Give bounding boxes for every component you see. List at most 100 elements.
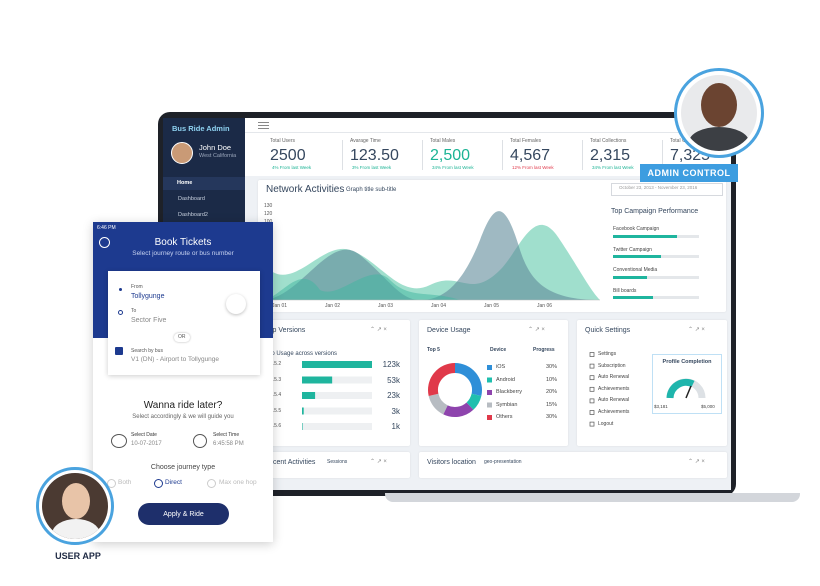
version: 1.5.3 [270,376,282,383]
device-name: Android [496,376,515,383]
user-name: John Doe [199,143,232,152]
x-label: Jan 05 [484,303,500,309]
device-name: iOS [496,364,506,370]
stat-change: 12% From last Week [512,165,554,170]
menu-active [163,177,245,190]
time-icon[interactable] [193,434,207,448]
apply-button[interactable] [138,503,229,525]
to-dot [118,310,123,315]
setting-item: Achievements [598,385,630,392]
stat-change: 3% From last Week [352,165,392,170]
setting-icon [589,421,595,427]
legend-swatch [487,415,492,420]
version-value: 53k [387,375,400,385]
stat-divider [582,140,583,170]
from-value: Tollygunge [131,293,165,300]
panel-controls[interactable]: ⌃ ↗ × [688,459,705,465]
panel-subtitle: geo-presentation [484,459,522,465]
radio-direct[interactable] [154,479,163,488]
donut-segment [428,393,448,415]
version-track [302,392,372,399]
version-value: 123k [382,360,400,369]
panel-controls[interactable]: ⌃ ↗ × [370,459,387,465]
stat-value: 2,500 [430,147,471,164]
panel-controls[interactable]: ⌃ ↗ × [370,327,387,333]
stat-change: 34% From last Week [592,165,634,170]
legend-swatch [487,365,492,370]
panel-controls[interactable]: ⌃ ↗ × [688,327,705,333]
date-range: October 23, 2013 - November 23, 2016 [619,185,698,190]
donut-segment [443,402,474,417]
x-label: Jan 02 [325,303,341,309]
version-bar [302,361,372,368]
device-name: Others [496,414,513,420]
legend-swatch [487,402,492,408]
version: 1.5.6 [270,423,282,429]
time-value: 6:45:58 PM [213,441,244,447]
donut-segment [428,363,456,397]
from-label: From [131,284,143,290]
later-subtitle: Select accordingly & we will guide you [132,414,234,420]
setting-icon [589,375,595,381]
stat-change: 4% From last Week [272,165,312,170]
apply-label: Apply & Ride [163,511,204,518]
stat-value: 2500 [270,147,306,164]
from-dot [119,288,122,291]
legend-swatch [487,377,492,383]
device-percent: 15% [546,401,558,408]
campaign-item: Conventional Media [613,267,658,273]
brand: Bus Ride Admin [172,124,230,133]
donut-segment [466,393,482,410]
profile-title: Profile Completion [662,359,712,365]
gauge [666,378,706,399]
stat-label: Avarage Time [350,138,381,144]
stat-divider [662,140,663,170]
setting-item: Achievements [598,409,630,415]
device-percent: 30% [546,364,558,370]
radio-both[interactable] [107,479,116,488]
stat-value: 123.50 [350,147,399,164]
swap-button[interactable] [226,294,246,314]
stat-divider [342,140,343,170]
radio-hop[interactable] [207,479,216,488]
profile-max: $5,000 [701,404,715,409]
menu-icon[interactable] [258,122,269,123]
setting-icon [589,398,595,404]
panel-title: App Versions [264,327,306,334]
setting-item: Logout [598,420,614,427]
version-track [302,423,372,430]
bus-value: V1 (DN) - Airport to Tollygunge [131,356,220,363]
sidebar-avatar [171,142,193,164]
panel-title: Visitors location [427,459,476,466]
date-icon[interactable] [111,434,127,448]
stat-label: Total Females [510,138,542,144]
app-subtitle: Select journey route or bus number [132,250,234,257]
y-label: 130 [264,203,273,209]
recent-panel [258,452,410,478]
x-label: Jan 04 [431,303,447,309]
panel-controls[interactable]: ⌃ ↗ × [528,327,545,333]
back-button[interactable] [99,237,110,248]
journey-type: Both [118,479,132,486]
setting-icon [589,352,595,357]
stat-value: 2,315 [590,147,631,164]
or-pill: OR [174,333,190,342]
campaign-item: Twitter Campaign [613,246,652,253]
setting-item: Auto Renewal [598,397,630,404]
setting-icon [589,410,595,415]
to-value: Sector Five [131,317,167,324]
area-chart [262,211,600,301]
date-range-box[interactable] [611,183,723,196]
stat-label: Total Users [270,138,296,144]
device-name: Symbian [496,401,518,408]
user-location: West California [199,153,237,159]
campaign-item: Bill boards [613,287,637,294]
x-label: Jan 03 [378,303,394,309]
panel-subtitle: App Usage across versions [264,351,338,357]
panel-title: Quick Settings [585,327,631,334]
profile-box [652,354,722,414]
bus-label: Search by bus [131,348,163,354]
version-bar [302,423,303,430]
stat-divider [502,140,503,170]
date-label: Select Date [131,432,157,438]
